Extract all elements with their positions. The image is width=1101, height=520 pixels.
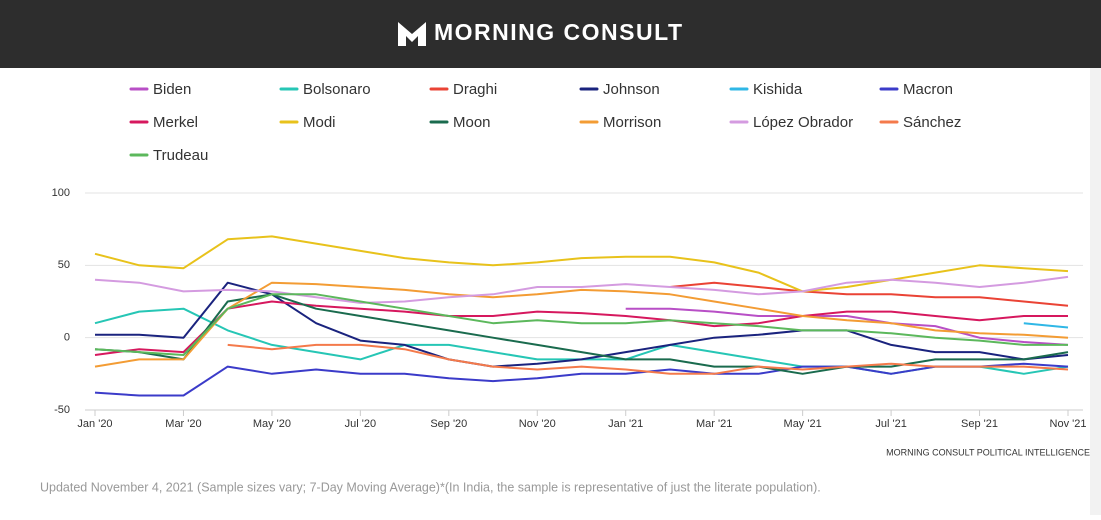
legend-label: Sánchez	[903, 114, 961, 131]
legend-label: Moon	[453, 114, 491, 131]
x-tick-label: Nov '20	[519, 418, 556, 430]
legend-label: Bolsonaro	[303, 81, 371, 98]
series-line	[94, 362, 1069, 397]
x-tick-label: Nov '21	[1050, 418, 1087, 430]
x-tick-label: Jan '21	[608, 418, 643, 430]
series-line	[1023, 322, 1069, 329]
x-tick-label: Jul '20	[345, 418, 376, 430]
legend-label: Modi	[303, 114, 336, 131]
brand: MORNING CONSULT	[434, 19, 684, 45]
x-tick-label: May '21	[784, 418, 822, 430]
series-line	[625, 307, 1069, 346]
scroll-track	[1090, 68, 1101, 515]
legend-label: Kishida	[753, 81, 803, 98]
x-tick-label: Mar '21	[696, 418, 732, 430]
x-tick-label: Jul '21	[875, 418, 906, 430]
y-tick-label: 0	[64, 332, 70, 344]
x-tick-label: May '20	[253, 418, 291, 430]
legend-label: López Obrador	[753, 114, 853, 131]
y-tick-label: -50	[54, 404, 70, 416]
series-line	[94, 293, 1068, 356]
series-line	[94, 300, 1068, 356]
note: Updated November 4, 2021 (Sample sizes v…	[40, 480, 821, 494]
series-line	[94, 307, 1069, 375]
y-tick-label: 50	[58, 259, 70, 271]
x-tick-label: Sep '20	[430, 418, 467, 430]
series-line	[669, 281, 1069, 307]
y-tick-label: 100	[52, 187, 70, 199]
legend-label: Merkel	[153, 114, 198, 131]
series-line	[94, 275, 1069, 304]
series-line	[94, 235, 1069, 293]
series-line	[227, 343, 1069, 375]
header-bar	[0, 0, 1101, 68]
source: MORNING CONSULT POLITICAL INTELLIGENCE	[886, 447, 1090, 457]
legend-label: Trudeau	[153, 147, 208, 164]
legend-label: Macron	[903, 81, 953, 98]
x-tick-label: Mar '20	[165, 418, 201, 430]
x-tick-label: Sep '21	[961, 418, 998, 430]
legend-label: Draghi	[453, 81, 497, 98]
x-tick-label: Jan '20	[77, 418, 112, 430]
legend-label: Johnson	[603, 81, 660, 98]
legend-label: Morrison	[603, 114, 661, 131]
logo-icon	[398, 22, 426, 46]
legend-label: Biden	[153, 81, 191, 98]
